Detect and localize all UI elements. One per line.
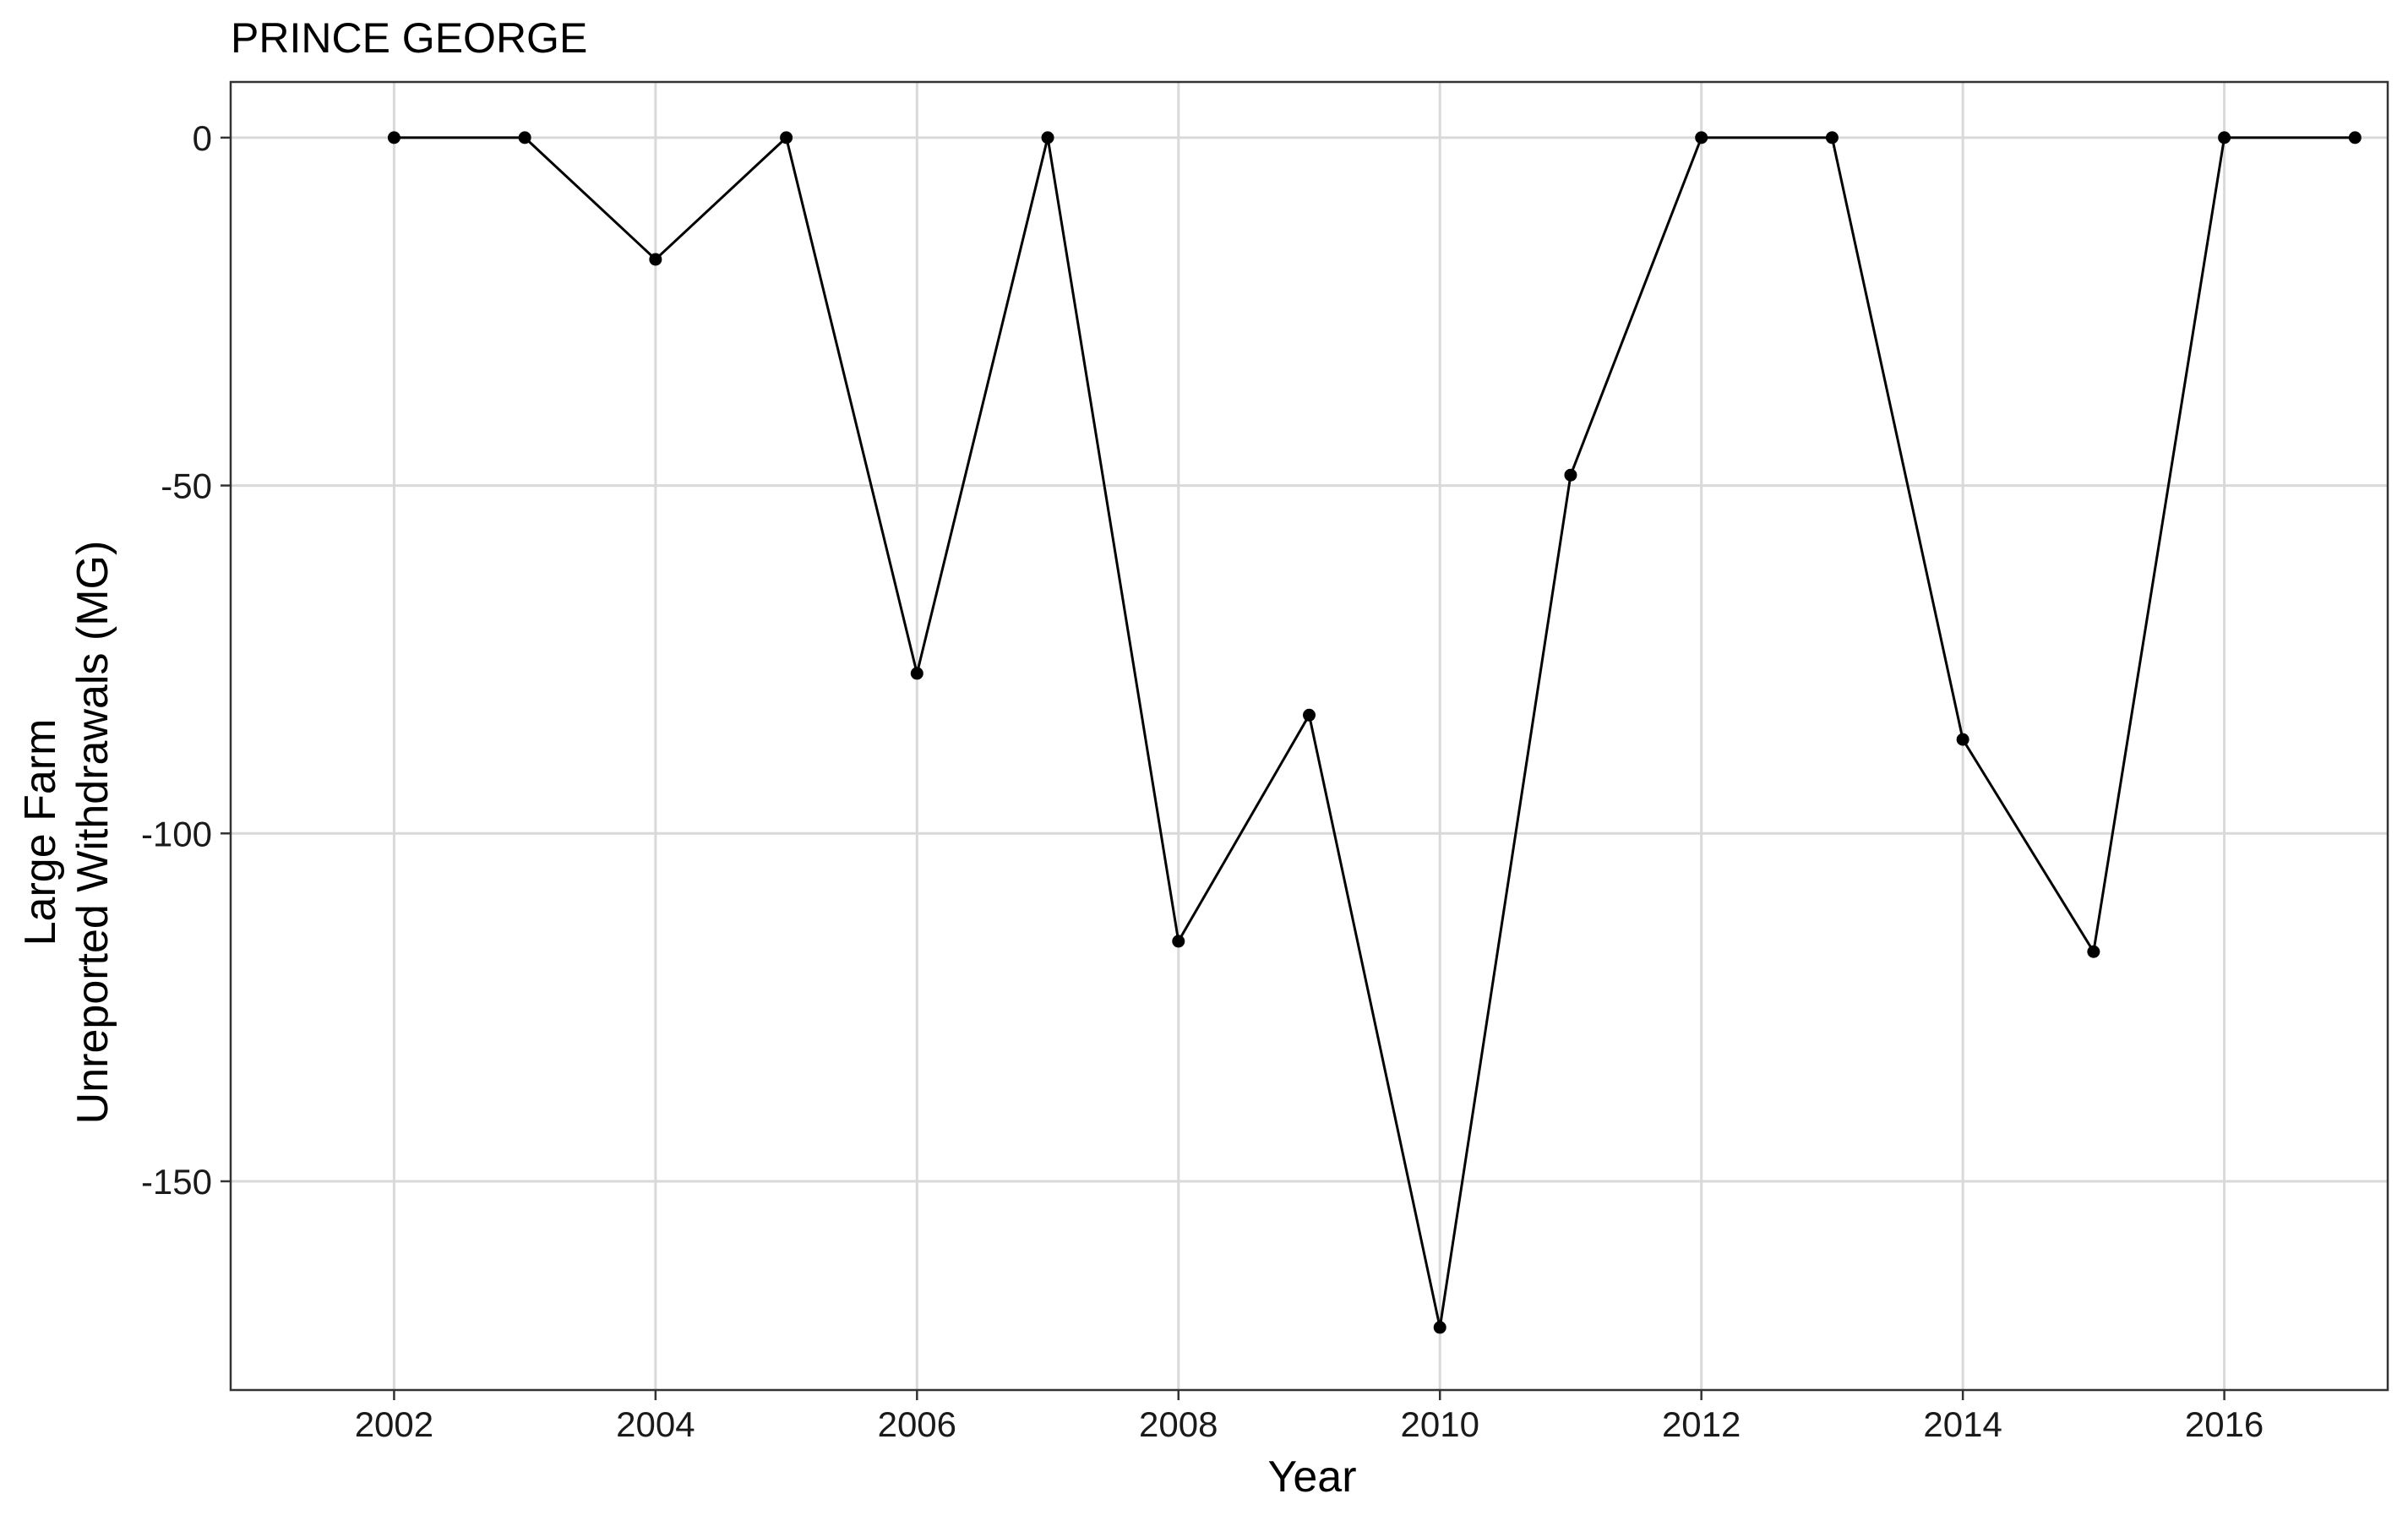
plot-panel-border <box>229 80 2389 1392</box>
x-tick-label: 2012 <box>1662 1404 1741 1444</box>
data-point <box>1041 131 1054 144</box>
x-gridlines <box>392 82 2226 1390</box>
y-tick-label: -150 <box>141 1162 212 1202</box>
data-point <box>1172 935 1185 948</box>
x-tick-label: 2004 <box>616 1404 695 1444</box>
y-axis-title-line-1: Large Farm <box>16 719 65 946</box>
y-tick-label: -50 <box>161 466 212 506</box>
data-point <box>1303 708 1316 722</box>
data-point <box>1825 131 1839 144</box>
data-point <box>1433 1321 1446 1334</box>
data-point <box>518 131 531 144</box>
data-point <box>387 131 400 144</box>
x-tick-label: 2010 <box>1401 1404 1479 1444</box>
chart-title: PRINCE GEORGE <box>231 14 587 62</box>
data-point <box>780 131 793 144</box>
y-tick-label: -100 <box>141 814 212 853</box>
y-gridlines <box>231 136 2388 1183</box>
x-axis: 2002 2004 2006 2008 2010 2012 2014 2016 <box>355 1390 2264 1444</box>
x-tick-label: 2008 <box>1139 1404 1218 1444</box>
data-point <box>1695 131 1708 144</box>
series-line <box>394 135 2356 1328</box>
data-point <box>2218 131 2231 144</box>
y-axis-title-line-2: Unreported Withdrawals (MG) <box>68 541 117 1125</box>
data-point <box>1956 733 1969 746</box>
data-point <box>1564 468 1577 482</box>
data-points <box>387 131 2362 1334</box>
x-tick-label: 2016 <box>2185 1404 2264 1444</box>
data-point <box>2087 945 2100 958</box>
y-tick-label: 0 <box>193 118 212 158</box>
x-tick-label: 2006 <box>878 1404 956 1444</box>
y-axis: 0 -50 -100 -150 <box>141 118 231 1202</box>
x-tick-label: 2002 <box>355 1404 433 1444</box>
data-point <box>649 253 662 266</box>
data-point <box>2348 131 2362 144</box>
data-point <box>910 667 923 680</box>
x-tick-label: 2014 <box>1923 1404 2002 1444</box>
x-axis-title: Year <box>1267 1453 1356 1502</box>
